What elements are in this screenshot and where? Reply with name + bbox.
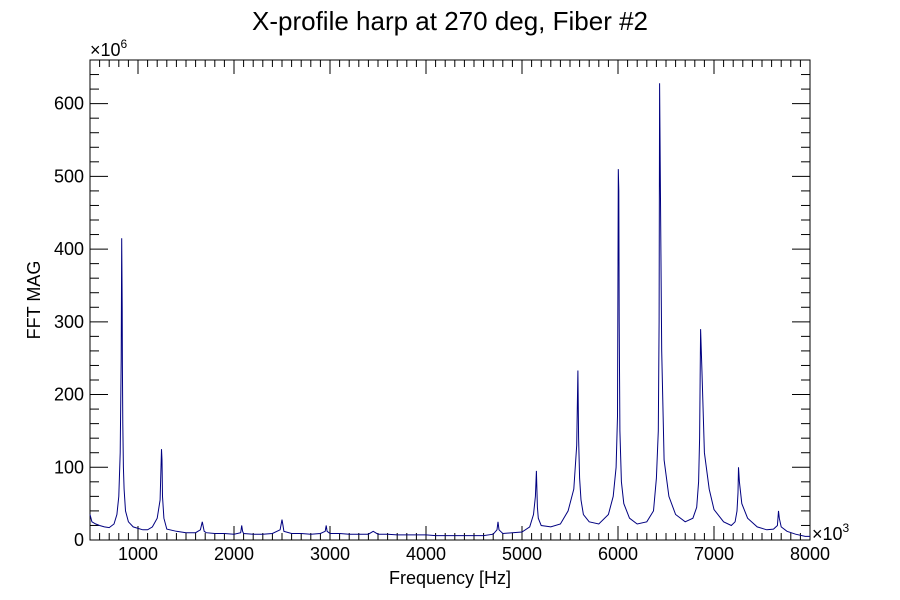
y-tick-label: 500: [54, 166, 84, 186]
y-multiplier-base: ×10: [90, 40, 121, 60]
y-multiplier: ×106: [90, 37, 128, 60]
x-tick-label: 1000: [118, 544, 158, 564]
y-tick-label: 0: [74, 530, 84, 550]
x-multiplier: ×103: [812, 521, 850, 544]
y-tick-label: 200: [54, 385, 84, 405]
y-axis-ticks: [90, 59, 810, 541]
x-tick-label: 6000: [598, 544, 638, 564]
x-tick-label: 4000: [406, 544, 446, 564]
plot-frame: [89, 59, 811, 541]
series-line: [89, 83, 810, 537]
y-axis-tick-labels: 0 100 200 300 400 500 600: [54, 94, 84, 550]
chart-title: X-profile harp at 270 deg, Fiber #2: [252, 6, 648, 36]
y-tick-label: 400: [54, 239, 84, 259]
x-axis-tick-labels: 1000 2000 3000 4000 5000 6000 7000 8000: [118, 544, 830, 564]
x-tick-label: 2000: [214, 544, 254, 564]
x-tick-label: 8000: [790, 544, 830, 564]
y-tick-label: 300: [54, 312, 84, 332]
y-multiplier-exponent: 6: [121, 37, 128, 51]
y-tick-label: 100: [54, 457, 84, 477]
x-tick-label: 3000: [310, 544, 350, 564]
x-multiplier-exponent: 3: [843, 521, 850, 535]
x-tick-label: 5000: [502, 544, 542, 564]
y-axis-label: FFT MAG: [24, 261, 44, 340]
x-axis-ticks: [89, 60, 811, 540]
x-axis-label: Frequency [Hz]: [389, 568, 511, 588]
x-multiplier-base: ×10: [812, 524, 843, 544]
y-tick-label: 600: [54, 94, 84, 114]
x-tick-label: 7000: [694, 544, 734, 564]
